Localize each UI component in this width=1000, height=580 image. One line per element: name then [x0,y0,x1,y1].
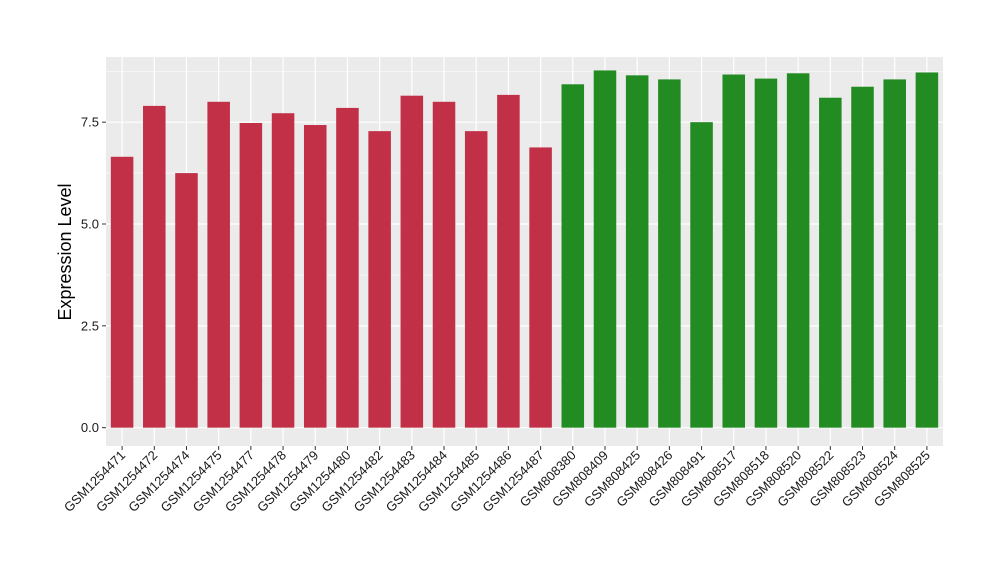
bars [110,70,939,428]
y-tick-label: 5.0 [81,217,99,232]
bar-GSM1254475 [207,101,230,428]
bar-GSM1254486 [497,94,520,428]
bar-GSM808522 [819,97,842,428]
bar-GSM808520 [786,73,810,428]
bar-GSM808380 [561,84,585,428]
y-tick-label: 7.5 [81,115,99,130]
y-tick-label: 0.0 [81,420,99,435]
bar-GSM808426 [658,79,681,428]
bar-GSM1254480 [336,107,359,428]
bar-GSM1254487 [529,147,552,428]
bar-GSM808525 [915,72,939,428]
bar-GSM808425 [625,75,649,428]
y-tick-label: 2.5 [81,318,99,333]
bar-GSM1254482 [368,131,391,428]
bar-GSM1254479 [303,125,327,428]
bar-GSM1254484 [432,101,456,428]
y-axis-title: Expression Level [55,183,75,320]
bar-GSM1254477 [239,122,263,428]
y-axis: 0.0 2.5 5.0 7.5 [81,115,106,435]
bar-GSM1254485 [464,131,488,428]
bar-GSM1254472 [143,105,166,428]
bar-GSM808523 [851,86,874,428]
plot-panel [106,57,943,446]
bar-GSM1254471 [110,156,134,428]
bar-GSM808491 [690,122,713,428]
bar-GSM808409 [593,70,617,428]
bar-GSM1254474 [175,173,198,428]
bar-GSM808524 [883,79,906,428]
bar-GSM808518 [754,78,778,428]
bar-GSM808517 [722,74,746,428]
bar-GSM1254483 [400,95,424,428]
bar-GSM1254478 [271,113,295,428]
x-axis: GSM1254471GSM1254472GSM1254474GSM1254475… [61,446,933,515]
